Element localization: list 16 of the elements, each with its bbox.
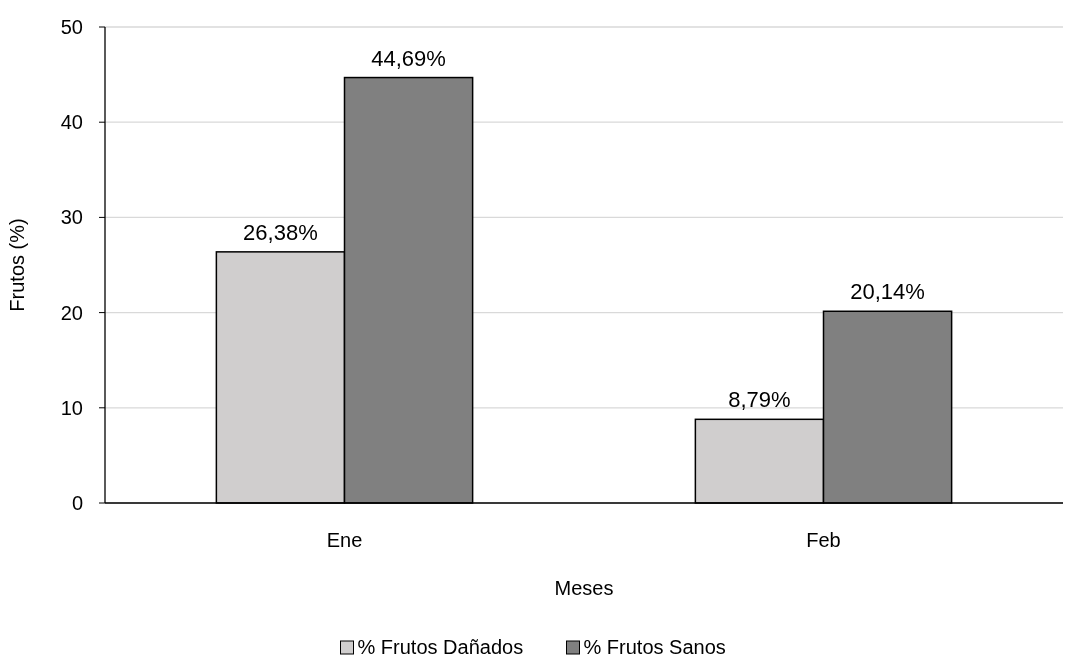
y-axis-title: Frutos (%): [6, 218, 28, 312]
data-label: 44,69%: [371, 45, 446, 71]
y-tick-label: 20: [60, 301, 83, 324]
data-label: 26,38%: [243, 219, 318, 245]
x-tick-label: Ene: [326, 529, 363, 551]
data-label: 20,14%: [850, 279, 925, 305]
y-tick-label: 0: [71, 492, 83, 514]
y-tick-label: 40: [60, 111, 83, 134]
y-tick-label: 30: [60, 206, 83, 229]
y-tick-label: 10: [60, 396, 83, 419]
y-tick-label: 50: [60, 16, 83, 38]
x-tick-label: Feb: [806, 529, 841, 551]
legend-label: % Frutos Dañados: [357, 636, 524, 658]
x-axis-title: Meses: [554, 577, 614, 599]
data-label: 8,79%: [728, 387, 791, 413]
legend-label: % Frutos Sanos: [583, 636, 726, 658]
